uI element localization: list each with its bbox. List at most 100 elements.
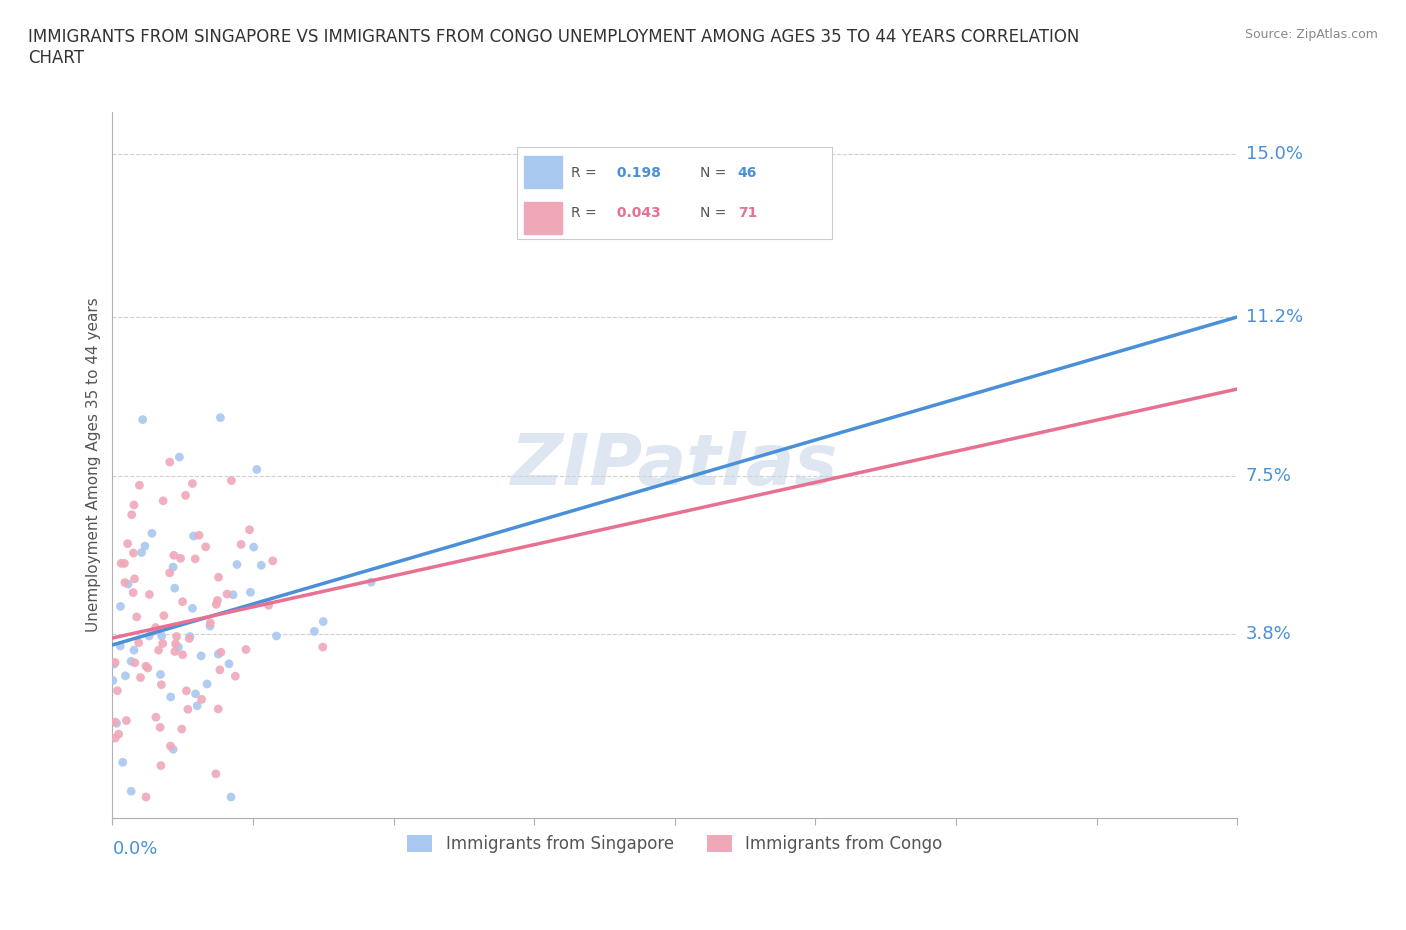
Point xyxy=(198,618,221,633)
Point xyxy=(208,662,231,677)
Point xyxy=(262,553,284,568)
Point xyxy=(194,539,217,554)
Point xyxy=(215,587,238,602)
Point xyxy=(163,644,186,659)
Point xyxy=(172,647,194,662)
Point xyxy=(165,636,187,651)
Point xyxy=(149,667,172,682)
Text: 15.0%: 15.0% xyxy=(1246,145,1302,164)
Point xyxy=(205,766,228,781)
Point xyxy=(179,629,201,644)
Point xyxy=(174,488,197,503)
Point xyxy=(169,551,191,565)
Text: 0.0%: 0.0% xyxy=(112,840,157,857)
Point xyxy=(128,635,150,650)
Point xyxy=(207,593,229,608)
Point xyxy=(125,609,148,624)
Point xyxy=(195,676,218,691)
Point xyxy=(188,528,211,543)
Point xyxy=(162,560,184,575)
Text: 7.5%: 7.5% xyxy=(1246,467,1292,485)
Point xyxy=(218,657,240,671)
Point xyxy=(169,449,191,464)
Point xyxy=(176,684,198,698)
Point xyxy=(312,640,335,655)
Point xyxy=(135,658,157,673)
Point xyxy=(207,701,229,716)
Point xyxy=(177,702,200,717)
Point xyxy=(110,599,132,614)
Point xyxy=(222,587,245,602)
Point xyxy=(122,546,145,561)
Point xyxy=(131,412,153,427)
Point xyxy=(114,669,136,684)
Point xyxy=(207,570,229,585)
Point xyxy=(209,644,232,659)
Point xyxy=(128,478,150,493)
Point xyxy=(101,673,124,688)
Point xyxy=(134,538,156,553)
Point xyxy=(150,677,173,692)
Point xyxy=(184,551,207,566)
Point xyxy=(110,639,132,654)
Point xyxy=(200,616,222,631)
Point xyxy=(257,598,280,613)
Point xyxy=(105,716,128,731)
Point xyxy=(221,473,243,488)
Point xyxy=(238,523,260,538)
Point xyxy=(159,455,181,470)
Point xyxy=(148,643,170,658)
Text: 11.2%: 11.2% xyxy=(1246,308,1303,326)
Point xyxy=(235,642,257,657)
Point xyxy=(304,624,326,639)
Point xyxy=(153,608,176,623)
Point xyxy=(104,731,127,746)
Point xyxy=(129,671,152,685)
Point xyxy=(183,528,205,543)
Point xyxy=(107,726,129,741)
Point xyxy=(124,656,146,671)
Point xyxy=(104,655,127,670)
Point xyxy=(122,585,145,600)
Point xyxy=(121,507,143,522)
Point xyxy=(122,643,145,658)
Point xyxy=(162,742,184,757)
Text: ZIPatlas: ZIPatlas xyxy=(512,431,838,499)
Text: Source: ZipAtlas.com: Source: ZipAtlas.com xyxy=(1244,28,1378,41)
Point xyxy=(239,585,262,600)
Point xyxy=(172,594,194,609)
Point xyxy=(149,720,172,735)
Point xyxy=(266,629,288,644)
Point xyxy=(181,476,204,491)
Point xyxy=(149,758,172,773)
Point xyxy=(181,601,204,616)
Point xyxy=(115,713,138,728)
Point xyxy=(145,620,167,635)
Y-axis label: Unemployment Among Ages 35 to 44 years: Unemployment Among Ages 35 to 44 years xyxy=(86,298,101,632)
Point xyxy=(170,722,193,737)
Point xyxy=(104,714,127,729)
Point xyxy=(219,790,242,804)
Point xyxy=(209,410,232,425)
Point xyxy=(135,790,157,804)
Point xyxy=(120,784,142,799)
Point xyxy=(141,625,163,640)
Point xyxy=(141,525,163,540)
Point xyxy=(145,710,167,724)
Text: 3.8%: 3.8% xyxy=(1246,625,1291,644)
Point xyxy=(224,669,246,684)
Point xyxy=(184,686,207,701)
Point xyxy=(138,587,160,602)
Point xyxy=(152,494,174,509)
Point xyxy=(110,556,132,571)
Point xyxy=(250,558,273,573)
Point xyxy=(246,462,269,477)
Point xyxy=(120,654,142,669)
Point xyxy=(312,614,335,629)
Point xyxy=(150,629,173,644)
Point xyxy=(111,755,134,770)
Point xyxy=(190,692,212,707)
Point xyxy=(114,556,136,571)
Point xyxy=(103,657,125,671)
Point xyxy=(179,631,201,646)
